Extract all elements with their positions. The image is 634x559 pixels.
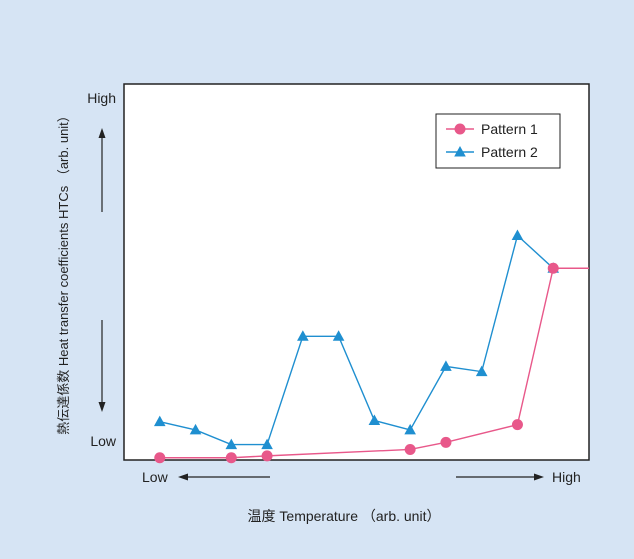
data-point-pattern-2-0 <box>153 415 166 427</box>
y-down-arrowhead-icon <box>98 402 106 412</box>
x-right-arrowhead-icon <box>534 473 544 481</box>
legend-marker-triangle-icon <box>454 146 466 157</box>
legend-label: Pattern 1 <box>481 121 538 137</box>
legend: Pattern 1 Pattern 2 <box>435 113 561 169</box>
x-left-arrowhead-icon <box>178 473 188 481</box>
data-point-pattern-1-6 <box>547 262 559 274</box>
data-point-pattern-1-5 <box>511 419 523 431</box>
data-point-pattern-2-1 <box>189 423 202 435</box>
legend-item-pattern-1: Pattern 1 <box>446 121 538 137</box>
y-up-arrowhead-icon <box>98 128 106 138</box>
y-low-label: Low <box>90 433 117 449</box>
legend-item-pattern-2: Pattern 2 <box>446 144 538 160</box>
data-point-pattern-1-0 <box>154 452 166 464</box>
data-point-pattern-2-9 <box>475 365 488 377</box>
x-axis-annotations: Low High 温度 Temperature （arb. unit） <box>142 469 581 524</box>
legend-marker-circle-icon <box>454 123 466 135</box>
series-pattern-2 <box>153 229 589 450</box>
data-point-pattern-1-3 <box>404 443 416 455</box>
legend-label: Pattern 2 <box>481 144 538 160</box>
x-high-label: High <box>552 469 581 485</box>
data-point-pattern-2-3 <box>261 438 273 450</box>
data-point-pattern-1-4 <box>440 436 452 448</box>
y-axis-label: 熱伝達係数 Heat transfer coefficients HTCs （a… <box>56 109 71 435</box>
data-point-pattern-1-2 <box>261 450 273 462</box>
data-point-pattern-2-10 <box>511 229 524 241</box>
x-axis-label: 温度 Temperature （arb. unit） <box>248 508 441 524</box>
y-axis-annotations: High Low 熱伝達係数 Heat transfer coefficient… <box>56 90 117 449</box>
data-point-pattern-2-7 <box>404 423 416 435</box>
data-point-pattern-2-4 <box>297 330 309 341</box>
series-line-pattern-1 <box>159 267 589 459</box>
y-high-label: High <box>87 90 116 106</box>
data-point-pattern-1-1 <box>225 452 237 464</box>
series-pattern-1 <box>154 262 589 464</box>
data-point-pattern-2-5 <box>332 330 345 341</box>
data-point-pattern-2-8 <box>440 360 452 371</box>
x-low-label: Low <box>142 469 169 485</box>
legend-box <box>435 113 561 169</box>
data-point-pattern-2-2 <box>225 438 238 450</box>
series-layer <box>153 229 589 464</box>
data-point-pattern-2-6 <box>368 414 381 426</box>
